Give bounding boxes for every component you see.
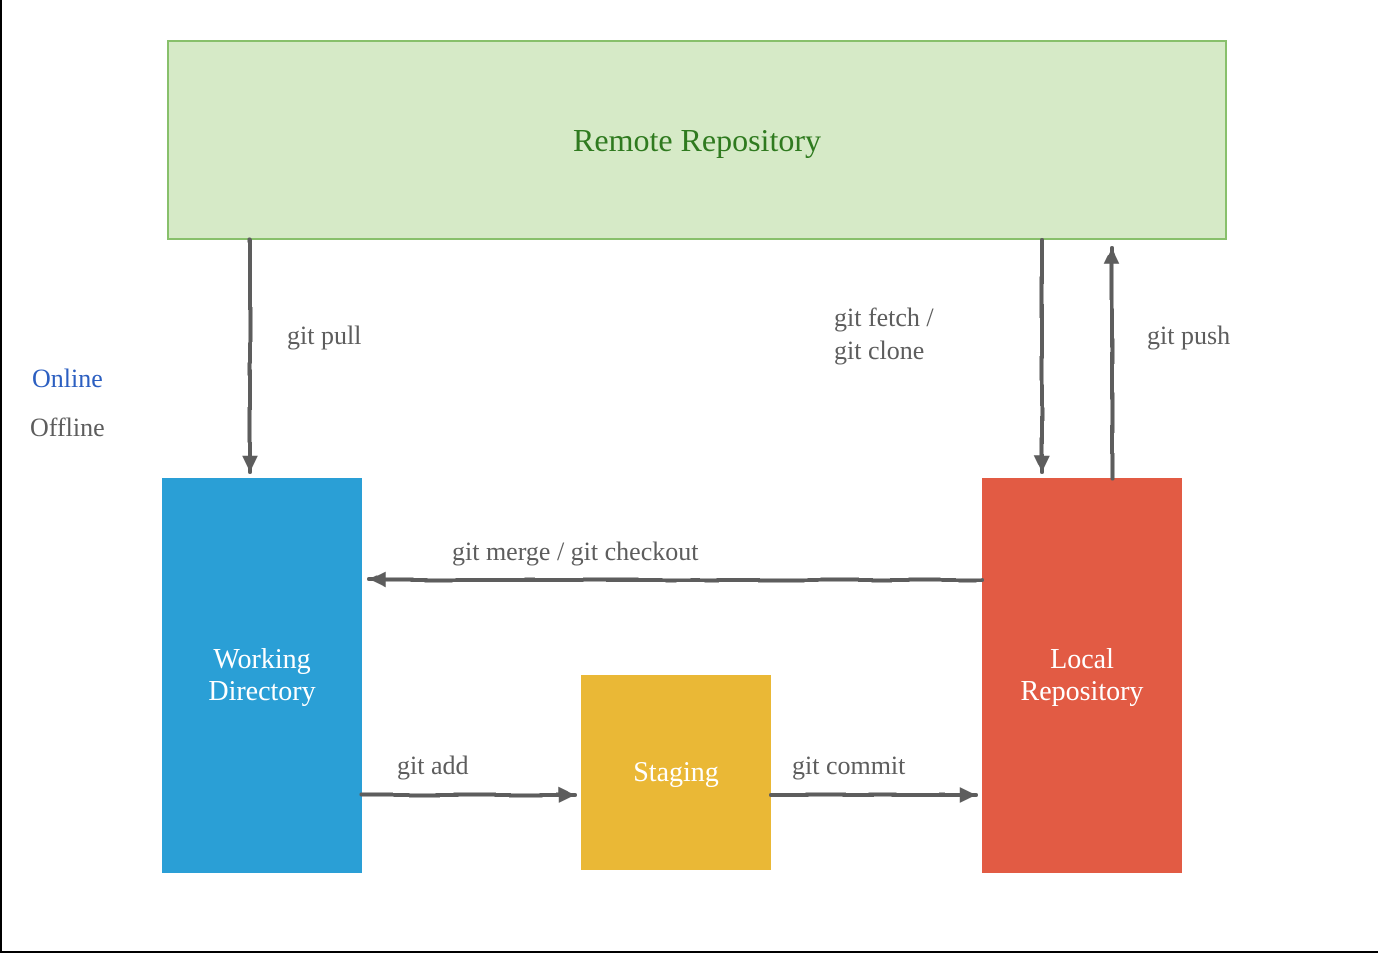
edge-label-git-add: git add	[397, 750, 469, 783]
offline-label: Offline	[30, 413, 105, 443]
git-workflow-diagram: Remote Repository Working Directory Stag…	[0, 0, 1378, 953]
node-working-directory-label: Working Directory	[208, 644, 315, 708]
node-staging: Staging	[581, 675, 771, 870]
edge-label-git-push: git push	[1147, 320, 1230, 353]
edge-label-git-commit: git commit	[792, 750, 905, 783]
node-remote-repository: Remote Repository	[167, 40, 1227, 240]
node-remote-repository-label: Remote Repository	[573, 122, 821, 159]
edge-label-git-pull: git pull	[287, 320, 361, 353]
node-working-directory: Working Directory	[162, 478, 362, 873]
online-label: Online	[32, 364, 103, 394]
node-staging-label: Staging	[633, 757, 719, 789]
edge-label-git-fetch-clone: git fetch / git clone	[834, 302, 934, 367]
node-local-repository: Local Repository	[982, 478, 1182, 873]
node-local-repository-label: Local Repository	[1021, 644, 1144, 708]
edge-label-git-merge-checkout: git merge / git checkout	[452, 536, 698, 569]
